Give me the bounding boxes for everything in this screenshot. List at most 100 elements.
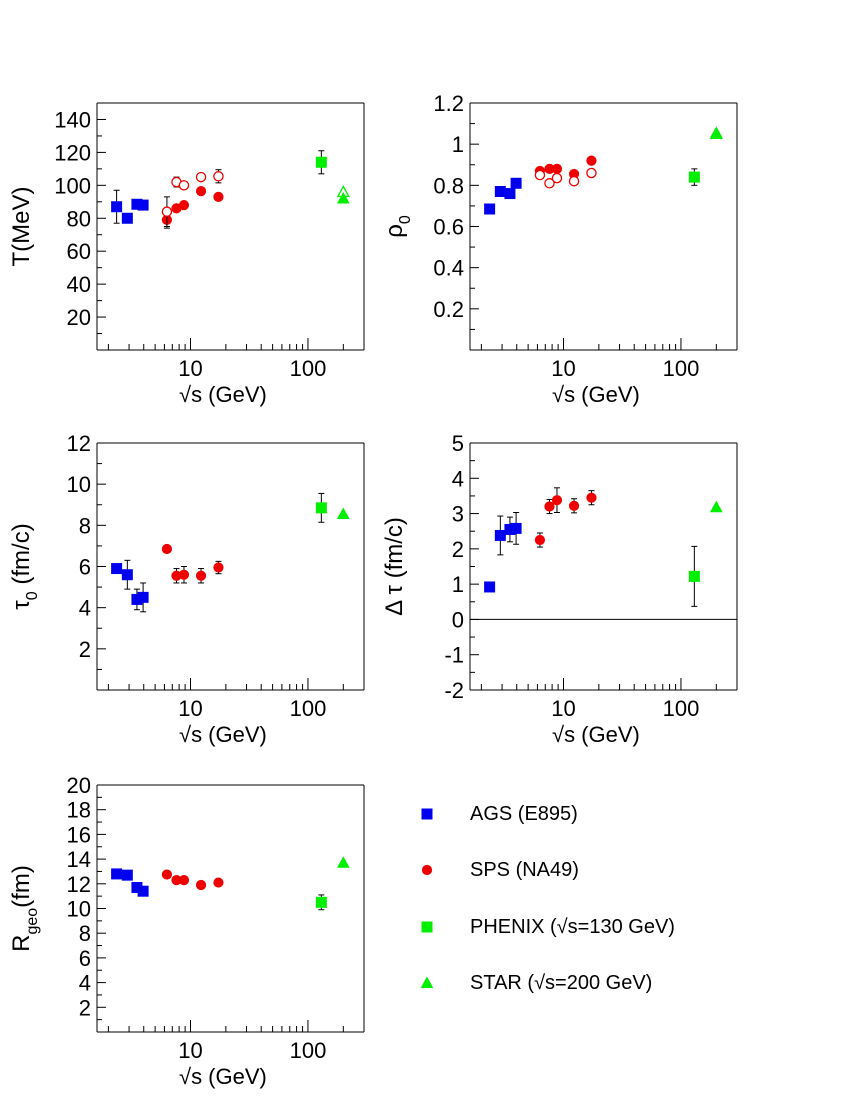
series-3 <box>315 150 327 175</box>
data-point <box>195 879 207 891</box>
series-0 <box>111 559 149 613</box>
x-tick-label: 100 <box>290 1038 327 1063</box>
data-point <box>111 868 123 880</box>
data-point <box>121 212 133 224</box>
data-point <box>544 178 555 189</box>
data-point <box>161 206 173 217</box>
series-3 <box>688 168 700 186</box>
data-point <box>195 185 207 197</box>
y-tick-label: 140 <box>54 107 91 132</box>
data-point <box>161 869 173 880</box>
data-point <box>551 172 563 184</box>
y-tick-label: -1 <box>444 643 464 668</box>
x-axis-title: √s (GeV) <box>179 1064 267 1089</box>
x-tick-label: 100 <box>663 356 700 381</box>
y-tick-label: 2 <box>452 537 464 562</box>
y-axis-title: Δ τ (fm/c) <box>381 517 408 616</box>
y-tick-label: 5 <box>452 431 464 456</box>
x-tick-label: 10 <box>178 696 202 721</box>
y-tick-label: 18 <box>67 798 91 823</box>
legend: AGS (E895) SPS (NA49) PHENIX (√s=130 GeV… <box>420 803 675 994</box>
x-tick-label: 100 <box>663 696 700 721</box>
x-axis-title: √s (GeV) <box>552 722 640 747</box>
y-tick-label: 10 <box>67 472 91 497</box>
data-point <box>137 885 149 897</box>
y-axis-title: ρ0 <box>381 215 414 238</box>
data-point <box>336 507 350 520</box>
y-tick-label: 6 <box>79 946 91 971</box>
series-0 <box>111 189 149 224</box>
data-point <box>484 581 496 593</box>
y-tick-label: 1 <box>452 132 464 157</box>
panel-rho0: 0.2 0.4 0.6 0.8 1 1.2 10 100 √s (GeV) ρ0 <box>381 91 738 407</box>
data-point <box>315 156 327 168</box>
series-3 <box>336 856 350 868</box>
y-tick-label: 2 <box>79 637 91 662</box>
x-axis-title: √s (GeV) <box>179 382 267 407</box>
data-point <box>336 191 350 204</box>
y-tick-label: 20 <box>67 305 91 330</box>
y-tick-label: 20 <box>67 773 91 798</box>
data-point <box>709 500 723 513</box>
series-1 <box>534 487 597 548</box>
series-2 <box>688 545 700 607</box>
data-point <box>568 500 580 511</box>
data-point <box>161 543 173 555</box>
data-point <box>709 126 723 138</box>
data-point <box>510 177 522 189</box>
series-0 <box>111 868 149 897</box>
y-tick-label: 10 <box>67 897 91 922</box>
data-point <box>213 191 224 202</box>
data-point <box>213 562 224 573</box>
series-2 <box>534 167 597 189</box>
data-point <box>484 203 496 215</box>
data-point <box>178 569 190 580</box>
legend-marker <box>421 808 433 820</box>
y-tick-label: 0.8 <box>433 173 464 198</box>
x-tick-label: 10 <box>178 1038 202 1063</box>
panel-tau0: 2 4 6 8 10 12 10 100 √s (GeV) τ0 (fm/c) <box>8 431 365 747</box>
data-point <box>111 563 123 575</box>
legend-marker <box>421 921 433 933</box>
y-axis-title: τ0 (fm/c) <box>8 523 41 609</box>
legend-label-sps: SPS (NA49) <box>470 859 579 881</box>
y-tick-label: 0.4 <box>433 256 464 281</box>
panel-dtau: -2 -1 0 1 2 3 4 5 10 100 √s (GeV) Δ τ (fm/c) <box>381 431 738 747</box>
data-point <box>111 201 123 213</box>
data-point <box>494 529 506 541</box>
data-point <box>586 492 597 503</box>
y-tick-label: 16 <box>67 822 91 847</box>
data-point <box>551 495 563 506</box>
y-tick-label: 0.6 <box>433 215 464 240</box>
y-tick-label: 100 <box>54 173 91 198</box>
legend-marker <box>421 864 433 876</box>
y-tick-label: 120 <box>54 140 91 165</box>
x-tick-label: 100 <box>290 356 327 381</box>
data-point <box>137 199 149 211</box>
x-tick-label: 10 <box>178 356 202 381</box>
y-tick-label: 60 <box>67 239 91 264</box>
y-axis-title: T(MeV) <box>8 187 35 267</box>
data-point <box>586 167 597 179</box>
series-1 <box>161 543 224 584</box>
y-tick-label: 4 <box>79 971 91 996</box>
y-tick-label: 2 <box>79 995 91 1020</box>
data-point <box>568 175 580 187</box>
data-point <box>534 534 546 546</box>
y-tick-label: -2 <box>444 678 464 703</box>
data-point <box>137 591 149 603</box>
data-point <box>195 570 207 581</box>
data-point <box>178 180 190 191</box>
series-1 <box>161 869 224 891</box>
series-1 <box>161 185 224 229</box>
data-point <box>315 896 327 908</box>
data-point <box>178 874 190 886</box>
series-3 <box>709 500 723 513</box>
y-tick-label: 8 <box>79 921 91 946</box>
y-tick-label: 12 <box>67 872 91 897</box>
data-point <box>213 877 224 888</box>
y-tick-label: 4 <box>452 466 464 491</box>
legend-markers <box>420 808 434 988</box>
